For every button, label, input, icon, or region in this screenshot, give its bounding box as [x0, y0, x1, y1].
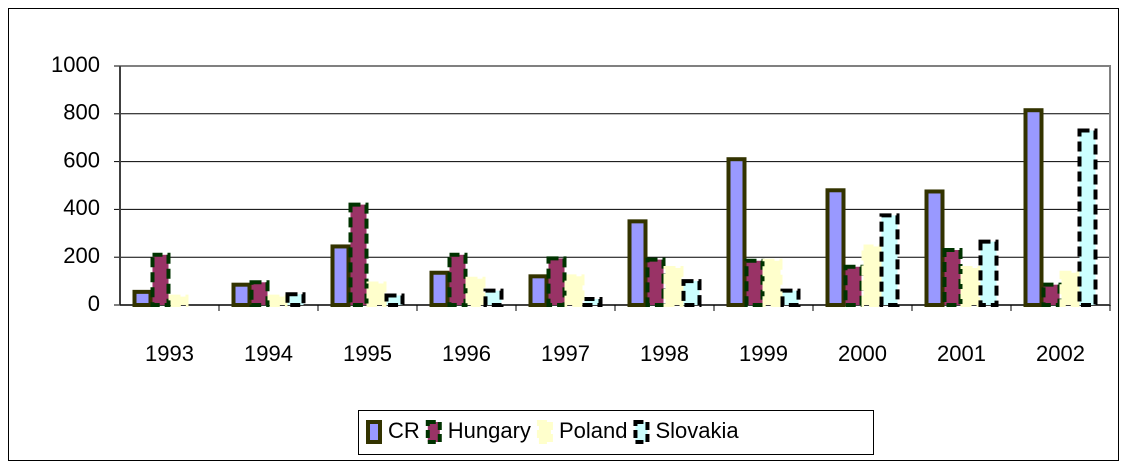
legend-swatch [633, 420, 650, 444]
bar [879, 213, 900, 307]
y-tick-label: 400 [63, 195, 100, 220]
bar [663, 265, 684, 307]
y-tick-label: 800 [63, 100, 100, 125]
bar [465, 276, 486, 307]
bar [924, 189, 945, 308]
bar [978, 239, 999, 307]
bar [1077, 128, 1098, 307]
bar [681, 279, 702, 308]
legend-box [358, 410, 874, 455]
x-tick-label: 1998 [640, 341, 689, 366]
bar [1041, 282, 1062, 307]
bar [429, 270, 450, 307]
bar [168, 294, 189, 308]
bar [528, 274, 549, 308]
x-tick-label: 2001 [937, 341, 986, 366]
x-tick-label: 1997 [541, 341, 590, 366]
bar [483, 288, 504, 308]
legend-label: CR [388, 418, 420, 443]
x-tick-label: 1995 [343, 341, 392, 366]
y-tick-label: 1000 [51, 52, 100, 77]
bar [348, 202, 369, 307]
bar [564, 274, 585, 308]
bar [960, 265, 981, 307]
bar [645, 257, 666, 307]
bar [861, 244, 882, 308]
bar [780, 288, 801, 308]
legend-label: Slovakia [655, 418, 739, 443]
legend-label: Poland [559, 418, 628, 443]
bar [726, 157, 747, 307]
chart-border [8, 8, 1119, 461]
bar [762, 258, 783, 308]
x-tick-label: 2002 [1036, 341, 1085, 366]
bar [384, 293, 405, 308]
x-tick-label: 1999 [739, 341, 788, 366]
legend-swatch [536, 420, 553, 444]
y-tick-label: 600 [63, 147, 100, 172]
y-tick-label: 0 [88, 291, 100, 316]
bar [150, 252, 171, 307]
bar [546, 256, 567, 307]
x-tick-label: 2000 [838, 341, 887, 366]
x-tick-label: 1993 [145, 341, 194, 366]
bar [132, 289, 153, 308]
bar [285, 292, 306, 307]
bar [267, 294, 288, 308]
y-tick-label: 200 [63, 243, 100, 268]
bar [582, 297, 603, 307]
bar [1059, 270, 1080, 307]
bar [825, 188, 846, 307]
bar [843, 264, 864, 308]
x-tick-label: 1996 [442, 341, 491, 366]
bar [1023, 108, 1044, 307]
bar [366, 281, 387, 307]
bar [330, 244, 351, 308]
bar [627, 219, 648, 308]
bar [744, 258, 765, 308]
bar [942, 248, 963, 307]
bar [231, 282, 252, 307]
legend-swatch [425, 420, 442, 444]
legend-swatch [366, 420, 382, 444]
x-tick-label: 1994 [244, 341, 293, 366]
bar [447, 252, 468, 307]
bar [249, 280, 270, 308]
legend-label: Hungary [448, 418, 531, 443]
